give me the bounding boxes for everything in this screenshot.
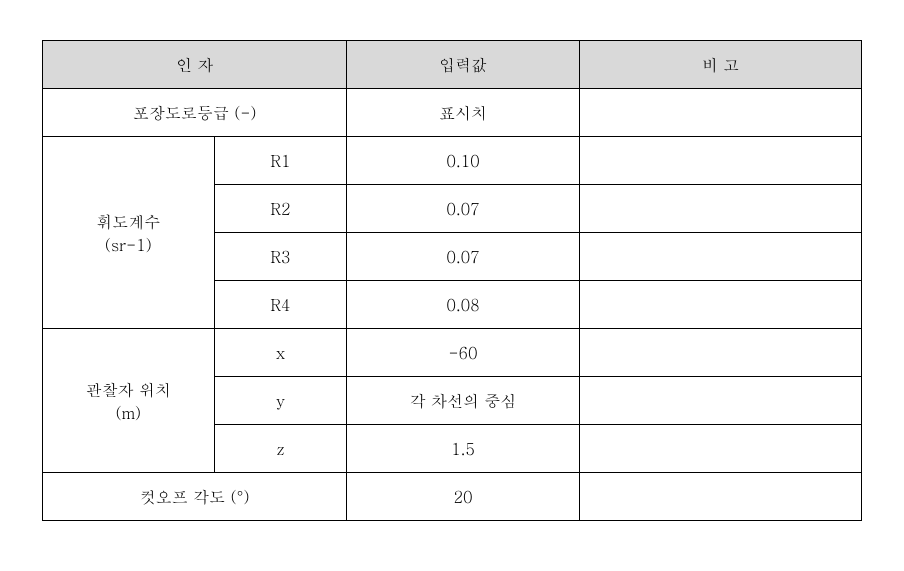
luminance-key: R1 bbox=[214, 137, 347, 185]
luminance-value: 0.07 bbox=[347, 185, 579, 233]
observer-note bbox=[579, 425, 861, 473]
luminance-note bbox=[579, 185, 861, 233]
luminance-key: R3 bbox=[214, 233, 347, 281]
table-row: 컷오프 각도 (°) 20 bbox=[43, 473, 862, 521]
luminance-note bbox=[579, 137, 861, 185]
luminance-note bbox=[579, 281, 861, 329]
luminance-note bbox=[579, 233, 861, 281]
cutoff-value: 20 bbox=[347, 473, 579, 521]
observer-value: 1.5 bbox=[347, 425, 579, 473]
header-input: 입력값 bbox=[347, 41, 579, 89]
road-grade-note bbox=[579, 89, 861, 137]
observer-key: z bbox=[214, 425, 347, 473]
observer-group-label: 관찰자 위치(m) bbox=[43, 329, 215, 473]
luminance-value: 0.07 bbox=[347, 233, 579, 281]
luminance-key: R4 bbox=[214, 281, 347, 329]
observer-note bbox=[579, 377, 861, 425]
cutoff-note bbox=[579, 473, 861, 521]
table-row: 관찰자 위치(m) x -60 bbox=[43, 329, 862, 377]
observer-key: x bbox=[214, 329, 347, 377]
luminance-value: 0.08 bbox=[347, 281, 579, 329]
observer-key: y bbox=[214, 377, 347, 425]
observer-note bbox=[579, 329, 861, 377]
observer-value: 각 차선의 중심 bbox=[347, 377, 579, 425]
parameters-table: 인 자 입력값 비 고 포장도로등급 (-) 표시치 휘도계수(sr-1) R1… bbox=[42, 40, 862, 521]
table-row: 포장도로등급 (-) 표시치 bbox=[43, 89, 862, 137]
road-grade-label: 포장도로등급 (-) bbox=[43, 89, 347, 137]
table-header-row: 인 자 입력값 비 고 bbox=[43, 41, 862, 89]
luminance-value: 0.10 bbox=[347, 137, 579, 185]
luminance-group-label: 휘도계수(sr-1) bbox=[43, 137, 215, 329]
road-grade-value: 표시치 bbox=[347, 89, 579, 137]
cutoff-label: 컷오프 각도 (°) bbox=[43, 473, 347, 521]
luminance-key: R2 bbox=[214, 185, 347, 233]
header-factor: 인 자 bbox=[43, 41, 347, 89]
observer-value: -60 bbox=[347, 329, 579, 377]
table-row: 휘도계수(sr-1) R1 0.10 bbox=[43, 137, 862, 185]
header-note: 비 고 bbox=[579, 41, 861, 89]
